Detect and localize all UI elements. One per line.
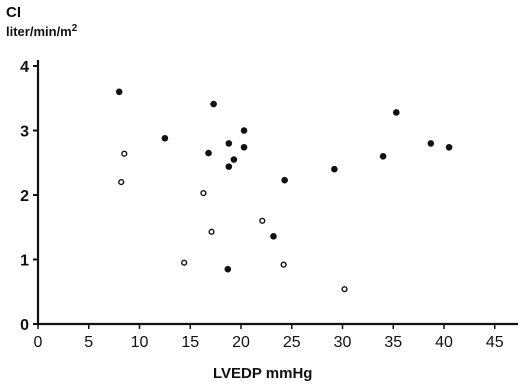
open-data-point [341, 286, 348, 293]
x-tick-label: 20 [232, 334, 250, 351]
x-tick-label: 25 [283, 334, 301, 351]
filled-data-point [205, 149, 212, 157]
data-points [115, 88, 453, 293]
y-tick-label: 1 [20, 253, 29, 270]
open-data-point [200, 189, 207, 197]
open-data-point [259, 217, 266, 224]
x-tick-label: 0 [34, 334, 43, 351]
y-axis-unit-exponent: 2 [72, 23, 78, 34]
open-data-point [208, 228, 215, 235]
filled-data-point [427, 140, 435, 147]
y-tick-label: 3 [20, 124, 29, 141]
filled-data-point [392, 109, 400, 116]
x-axis-title: LVEDP mmHg [213, 365, 312, 382]
filled-data-point [379, 153, 387, 160]
x-tick-label: 40 [435, 334, 453, 351]
x-tick-label: 30 [334, 334, 352, 351]
filled-data-point [230, 156, 238, 163]
x-tick-label: 45 [486, 334, 504, 351]
filled-data-point [240, 143, 248, 151]
filled-data-point [445, 143, 453, 151]
y-axis-ticks: 0 1 2 3 4 [20, 59, 39, 334]
x-axis-ticks: 0 5 10 15 20 25 30 35 40 45 [34, 324, 504, 351]
x-tick-label: 15 [181, 334, 199, 351]
filled-data-point [210, 100, 217, 108]
x-tick-label: 35 [384, 334, 402, 351]
open-data-point [280, 261, 287, 268]
open-data-point [181, 259, 188, 266]
y-axis-unit-base: liter/min/m [6, 24, 72, 39]
filled-data-point [115, 88, 123, 96]
y-axis-title: CI [6, 4, 21, 21]
filled-data-point [281, 176, 288, 184]
y-tick-label: 4 [20, 59, 29, 76]
filled-data-point [161, 134, 169, 142]
y-axis-unit: liter/min/m2 [6, 23, 78, 39]
filled-data-point [225, 163, 233, 170]
filled-data-point [224, 265, 232, 273]
filled-data-point [225, 140, 233, 147]
open-data-point [121, 150, 128, 157]
x-tick-label: 10 [131, 334, 149, 351]
y-tick-label: 2 [20, 188, 29, 205]
y-tick-label: 0 [20, 317, 29, 334]
filled-data-point [240, 127, 248, 134]
filled-data-point [270, 232, 277, 240]
open-data-point [118, 179, 125, 186]
filled-data-point [331, 165, 338, 173]
x-tick-label: 5 [84, 334, 93, 351]
